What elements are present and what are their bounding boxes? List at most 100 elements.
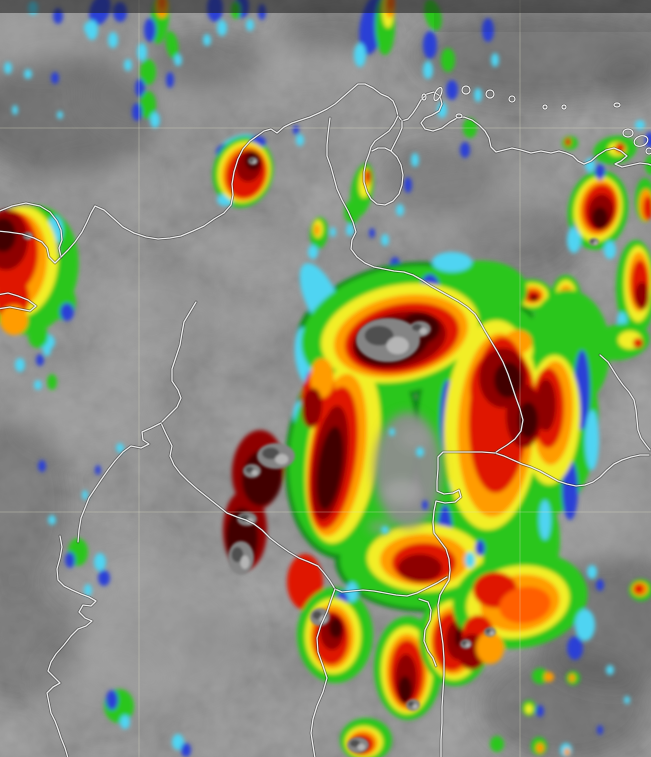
cloud-patch-light bbox=[0, 0, 115, 70]
colombia-venezuela-border bbox=[326, 117, 650, 487]
scan-strip-layer bbox=[0, 0, 651, 32]
convection-blob-cyan bbox=[174, 54, 182, 66]
convection-blob-cyan bbox=[203, 34, 211, 46]
convection-blob-cyan bbox=[437, 102, 447, 118]
inland-river-branch-west bbox=[77, 422, 162, 543]
overshoot-core-shadow bbox=[249, 158, 254, 162]
convection-blob-red bbox=[565, 138, 571, 146]
convection-blob-orange bbox=[564, 748, 570, 756]
convection-blob-green bbox=[532, 668, 548, 684]
convection-blob-maroon bbox=[316, 426, 344, 510]
convection-blob-cyan bbox=[624, 696, 630, 704]
convection-blob-darkred bbox=[635, 282, 649, 310]
convection-blob-maroon bbox=[494, 362, 522, 398]
convection-blob-yellow bbox=[525, 704, 533, 714]
convection-blob-cyan bbox=[604, 241, 616, 259]
border-steps-south bbox=[432, 451, 496, 757]
island-outline bbox=[645, 147, 651, 155]
convection-blob-blue bbox=[369, 228, 375, 238]
cloud-patch-dark bbox=[480, 650, 650, 757]
convection-blob-orange bbox=[314, 224, 320, 236]
convection-blob-green bbox=[490, 736, 504, 752]
convection-blob-blue bbox=[135, 79, 145, 97]
convection-blob-cyan bbox=[396, 204, 404, 216]
convection-blob-blue bbox=[181, 743, 191, 757]
cold-speck bbox=[389, 428, 395, 436]
island-outline bbox=[485, 89, 495, 99]
island-outline bbox=[561, 104, 567, 110]
cloud-patch-light bbox=[85, 267, 215, 343]
convection-blob-cyan bbox=[491, 53, 499, 67]
cloud-patch-light bbox=[70, 530, 170, 590]
rio-apure bbox=[599, 354, 651, 451]
island-outline bbox=[508, 95, 516, 103]
convection-blob-red bbox=[633, 338, 643, 348]
convection-blob-green bbox=[645, 155, 651, 175]
convection-blob-cyan bbox=[474, 88, 482, 102]
convection-blob-red bbox=[643, 196, 651, 220]
convection-blob-cyan bbox=[48, 515, 56, 525]
convection-blob-blue bbox=[446, 80, 458, 100]
convection-blob-cyan bbox=[84, 584, 92, 596]
overshoot-core-shadow bbox=[590, 239, 595, 243]
convection-blob-cyan bbox=[465, 552, 475, 568]
convection-blob-blue bbox=[95, 465, 101, 475]
cloud-patch-dark bbox=[460, 200, 580, 280]
warm-gap-layer bbox=[368, 412, 442, 534]
convection-blob-cyan bbox=[150, 112, 160, 128]
overshoot-core-shadow bbox=[461, 640, 468, 646]
cloud-patch-dark bbox=[600, 55, 651, 105]
inland-river-west bbox=[160, 301, 448, 597]
island-outline bbox=[633, 135, 649, 147]
island-outline bbox=[461, 85, 471, 95]
convection-blob-maroon bbox=[592, 207, 608, 229]
warm-gap bbox=[399, 426, 431, 450]
convection-blob-maroon bbox=[518, 402, 538, 438]
overshoot-core-highlight bbox=[489, 631, 494, 636]
convection-blob-cyan bbox=[567, 227, 581, 253]
convection-blob-blue bbox=[65, 552, 75, 568]
convection-blob-blue bbox=[596, 579, 604, 591]
scan-strip bbox=[434, 13, 651, 32]
convection-blob-orange bbox=[476, 632, 504, 664]
overshoot-core-highlight bbox=[419, 327, 428, 335]
cold-speck bbox=[416, 447, 424, 457]
convection-blob-cyan bbox=[94, 553, 106, 571]
convection-blob-cyan bbox=[4, 62, 12, 74]
overshoot-core-highlight bbox=[240, 555, 250, 570]
overshoot-core-shadow bbox=[245, 466, 254, 473]
cloud-patch-light bbox=[190, 305, 270, 355]
cloud-patch-light bbox=[575, 450, 651, 550]
convection-blob-blue bbox=[166, 72, 174, 88]
scan-strip bbox=[0, 0, 651, 13]
convection-blob-blue bbox=[144, 18, 156, 42]
convection-blob-blue bbox=[36, 354, 44, 366]
overshooting-top-layer bbox=[23, 157, 599, 753]
convection-blob-cyan bbox=[24, 69, 32, 79]
overshoot-core-shadow bbox=[349, 739, 360, 748]
pacific-coast bbox=[46, 535, 97, 757]
convection-blob-cyan bbox=[346, 582, 358, 602]
convection-blob-green bbox=[165, 31, 179, 59]
overshoot-core-highlight bbox=[465, 643, 470, 648]
warm-gap bbox=[384, 480, 420, 504]
overshoot-core-highlight bbox=[412, 704, 418, 709]
convection-blob-cyan bbox=[57, 111, 63, 119]
convection-blob-cyan bbox=[423, 61, 433, 79]
overshoot-core-shadow bbox=[411, 323, 422, 331]
convection-blob-cyan bbox=[34, 380, 42, 390]
cloud-patch-light bbox=[200, 227, 310, 283]
convection-blob-green bbox=[441, 48, 455, 72]
convection-blob-cyan bbox=[539, 500, 551, 540]
cold-speck-layer bbox=[381, 428, 428, 534]
convection-blob-blue bbox=[404, 177, 412, 193]
convection-blob-blue bbox=[106, 690, 118, 710]
overshoot-core-shadow bbox=[312, 611, 322, 620]
convection-blob-cyan bbox=[330, 227, 336, 237]
overshoot-core-shadow bbox=[231, 546, 244, 563]
convection-blob-orange bbox=[0, 305, 28, 335]
convection-blob-blue bbox=[293, 125, 299, 135]
